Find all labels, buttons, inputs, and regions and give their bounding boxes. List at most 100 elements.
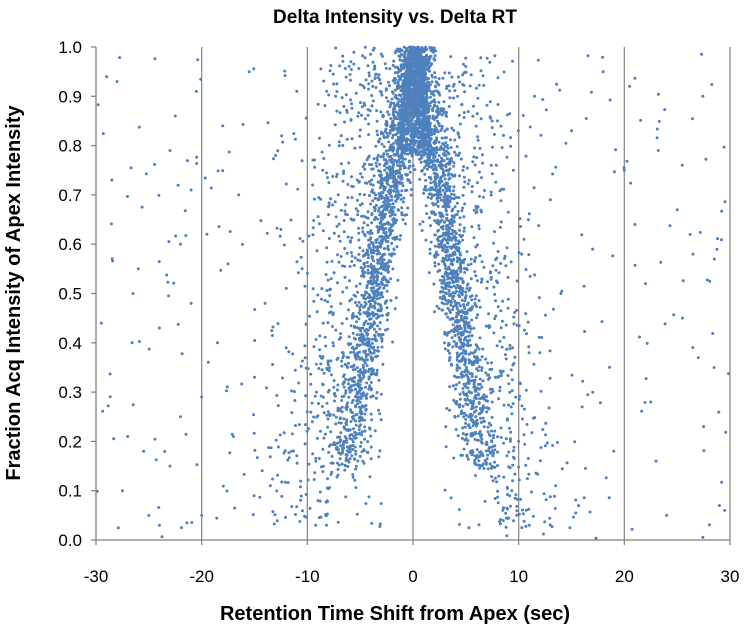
- data-point: [382, 145, 386, 149]
- data-point: [465, 432, 469, 436]
- data-point: [389, 101, 393, 105]
- data-point: [464, 296, 467, 300]
- data-point: [415, 112, 419, 116]
- data-point: [379, 245, 383, 249]
- data-point: [344, 440, 347, 444]
- data-point: [356, 351, 360, 355]
- data-point: [350, 297, 354, 301]
- data-point: [384, 119, 388, 123]
- data-point: [447, 281, 451, 285]
- data-point: [337, 421, 341, 425]
- data-point: [490, 367, 494, 371]
- data-point: [321, 383, 325, 387]
- data-point: [342, 104, 346, 108]
- data-point: [467, 382, 471, 385]
- data-point: [428, 175, 432, 179]
- data-point: [359, 444, 362, 448]
- data-point: [378, 194, 382, 198]
- data-point: [363, 103, 367, 107]
- data-point: [381, 362, 385, 366]
- data-point: [424, 178, 428, 182]
- data-point: [665, 513, 669, 517]
- data-point: [294, 513, 297, 516]
- data-point: [386, 261, 390, 265]
- data-point: [168, 464, 172, 468]
- data-point: [392, 252, 396, 256]
- data-point: [508, 390, 512, 394]
- data-point: [391, 236, 395, 240]
- data-point: [493, 465, 497, 469]
- data-point: [444, 149, 448, 153]
- data-point: [358, 305, 362, 309]
- data-point: [167, 294, 171, 298]
- data-point: [348, 450, 352, 454]
- data-point: [466, 110, 470, 114]
- data-point: [499, 309, 503, 313]
- data-point: [386, 244, 390, 248]
- data-point: [473, 390, 477, 393]
- data-point: [325, 89, 329, 93]
- data-point: [438, 93, 442, 97]
- data-point: [443, 341, 446, 345]
- data-point: [399, 234, 403, 238]
- data-point: [395, 245, 399, 249]
- data-point: [435, 237, 439, 241]
- data-point: [376, 345, 380, 349]
- data-point: [457, 286, 461, 290]
- data-point: [365, 450, 369, 454]
- data-point: [105, 75, 109, 79]
- data-point: [433, 155, 437, 159]
- data-point: [455, 342, 459, 345]
- data-point: [367, 238, 371, 242]
- data-point: [335, 445, 339, 449]
- data-point: [448, 308, 451, 312]
- data-point: [461, 259, 465, 263]
- data-point: [361, 404, 365, 408]
- data-point: [179, 242, 182, 246]
- data-point: [311, 452, 315, 456]
- data-point: [381, 253, 385, 257]
- data-point: [341, 59, 345, 63]
- data-point: [328, 366, 331, 370]
- data-point: [452, 193, 456, 197]
- data-point: [385, 306, 389, 310]
- data-point: [507, 426, 511, 430]
- data-point: [356, 370, 360, 373]
- data-point: [457, 75, 460, 79]
- data-point: [372, 372, 376, 376]
- data-point: [338, 111, 342, 115]
- data-point: [305, 429, 309, 433]
- data-point: [450, 75, 454, 79]
- data-point: [336, 406, 340, 410]
- data-point: [427, 271, 431, 275]
- data-point: [345, 453, 349, 457]
- data-point: [470, 391, 473, 395]
- data-point: [723, 508, 727, 512]
- data-point: [376, 153, 380, 157]
- data-point: [401, 129, 405, 133]
- data-point: [339, 302, 343, 306]
- data-point: [355, 320, 358, 324]
- data-point: [401, 157, 405, 161]
- data-point: [406, 148, 410, 152]
- data-point: [363, 425, 367, 429]
- data-point: [458, 392, 462, 396]
- data-point: [495, 344, 499, 348]
- data-point: [398, 160, 402, 164]
- data-point: [299, 494, 303, 498]
- data-point: [295, 454, 299, 458]
- data-point: [337, 234, 341, 238]
- data-point: [491, 454, 495, 458]
- data-point: [367, 340, 371, 344]
- data-point: [326, 477, 329, 481]
- data-point: [397, 78, 401, 82]
- data-point: [404, 143, 408, 147]
- data-point: [375, 316, 379, 320]
- data-point: [487, 312, 491, 316]
- data-point: [461, 432, 465, 436]
- data-point: [371, 323, 375, 326]
- data-point: [349, 98, 352, 102]
- data-point: [405, 146, 409, 150]
- data-point: [463, 90, 467, 94]
- data-point: [402, 196, 406, 200]
